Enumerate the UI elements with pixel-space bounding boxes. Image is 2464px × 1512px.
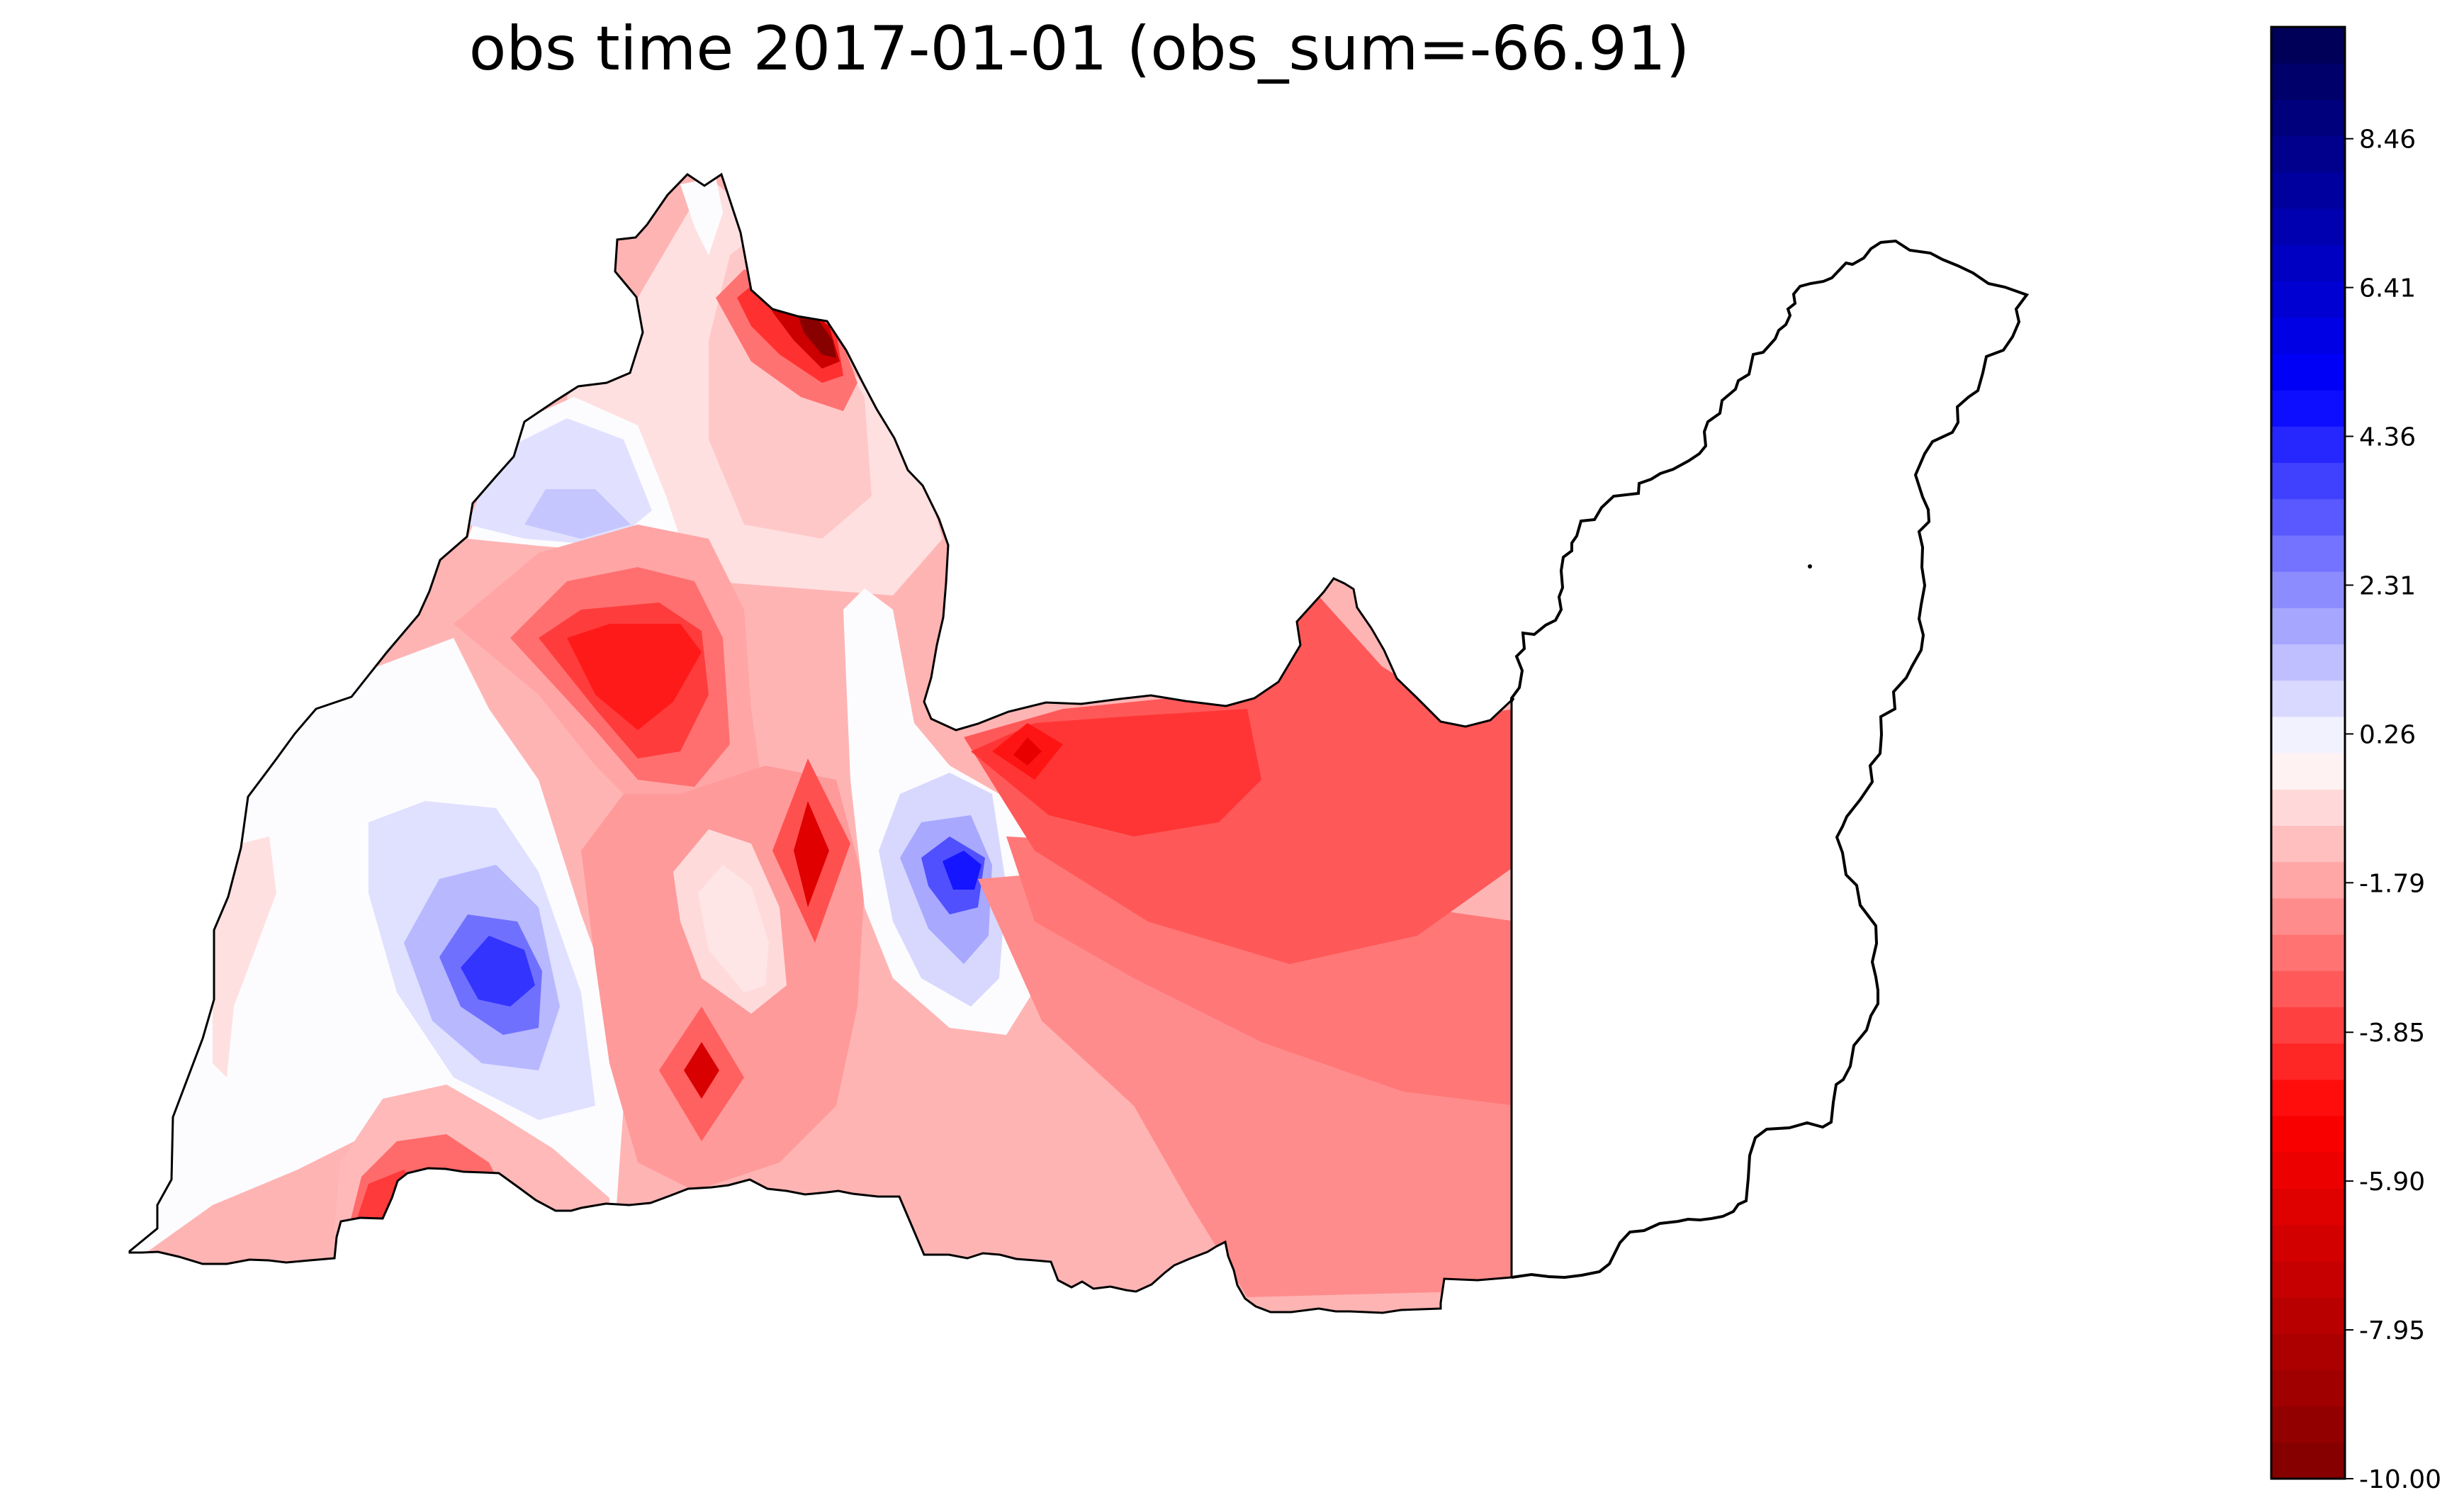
colorbar-frame (2270, 26, 2346, 1480)
colorbar-segment (2271, 825, 2345, 863)
colorbar-segment (2271, 1079, 2345, 1116)
colorbar-segment (2271, 281, 2345, 318)
colorbar-segment (2271, 208, 2345, 245)
contour-pale-interior (698, 865, 769, 992)
contour-white-north (680, 177, 723, 255)
colorbar-segment (2271, 172, 2345, 209)
colorbar-tick-label: 6.41 (2359, 274, 2416, 303)
colorbar-segment (2271, 1406, 2345, 1443)
colorbar-segment (2271, 1260, 2345, 1298)
colorbar-segment (2271, 1152, 2345, 1189)
colorbar-segment (2271, 27, 2345, 64)
colorbar-segment (2271, 680, 2345, 717)
colorbar-tick-label: -5.90 (2359, 1167, 2425, 1197)
colorbar-segment (2271, 716, 2345, 754)
colorbar-segment (2271, 571, 2345, 608)
contour-field (130, 174, 1514, 1313)
contour-red-diamond-2 (794, 801, 829, 907)
colorbar-segment (2271, 1370, 2345, 1407)
colorbar-segment (2271, 99, 2345, 137)
colorbar-tick-label: -7.95 (2359, 1316, 2425, 1345)
colorbar-tick-label: 8.46 (2359, 125, 2416, 155)
contour-red-central-3 (567, 624, 702, 730)
colorbar-segment (2271, 426, 2345, 463)
contour-blue-upper-core (524, 489, 631, 539)
colorbar-segment (2271, 607, 2345, 644)
colorbar-segment (2271, 63, 2345, 100)
colorbar-segment (2271, 353, 2345, 391)
colorbar-segment (2271, 1188, 2345, 1226)
basin-east-dot (1808, 564, 1812, 569)
basin-east-outline (1510, 239, 2030, 1279)
colorbar-segment (2271, 534, 2345, 572)
colorbar: 8.46 6.41 4.36 2.31 0.26 -1.79 -3.85 -5.90 -7.95… (2270, 26, 2441, 1494)
contour-east-1 (978, 872, 1514, 1297)
colorbar-tick-label: -1.79 (2359, 869, 2425, 898)
colorbar-segment (2271, 1007, 2345, 1044)
colorbar-segment (2271, 1333, 2345, 1370)
colorbar-tick-label: 2.31 (2359, 571, 2416, 600)
colorbar-segment (2271, 789, 2345, 826)
contour-blue-west-4 (461, 936, 535, 1007)
colorbar-segment (2271, 1297, 2345, 1334)
colorbar-segment (2271, 462, 2345, 500)
map-title: obs time 2017-01-01 (obs_sum=-66.91) (469, 13, 1690, 84)
colorbar-tick-label: -3.85 (2359, 1019, 2425, 1048)
colorbar-segment (2271, 390, 2345, 427)
colorbar-segment (2271, 1116, 2345, 1153)
colorbar-segment (2271, 644, 2345, 681)
colorbar-segment (2271, 1224, 2345, 1262)
colorbar-segment (2271, 317, 2345, 354)
contour-east-6 (1013, 737, 1042, 766)
colorbar-segment (2271, 861, 2345, 899)
colorbar-segment (2271, 245, 2345, 281)
colorbar-segment (2271, 897, 2345, 935)
contour-blue-east-4 (943, 851, 981, 890)
colorbar-segment (2271, 498, 2345, 536)
colorbar-tick-label: 4.36 (2359, 423, 2416, 452)
contour-red-diamond-4 (684, 1042, 719, 1099)
colorbar-segments (2271, 27, 2345, 1479)
colorbar-segment (2271, 970, 2345, 1007)
colorbar-segment (2271, 1043, 2345, 1080)
colorbar-tick-label: 0.26 (2359, 720, 2416, 749)
colorbar-segment (2271, 934, 2345, 971)
colorbar-segment (2271, 753, 2345, 790)
colorbar-segment (2271, 1442, 2345, 1479)
colorbar-ticks: 8.46 6.41 4.36 2.31 0.26 -1.79 -3.85 -5.90 -7.95… (2345, 125, 2441, 1494)
colorbar-segment (2271, 135, 2345, 173)
colorbar-tick-label: -10.00 (2359, 1465, 2441, 1494)
